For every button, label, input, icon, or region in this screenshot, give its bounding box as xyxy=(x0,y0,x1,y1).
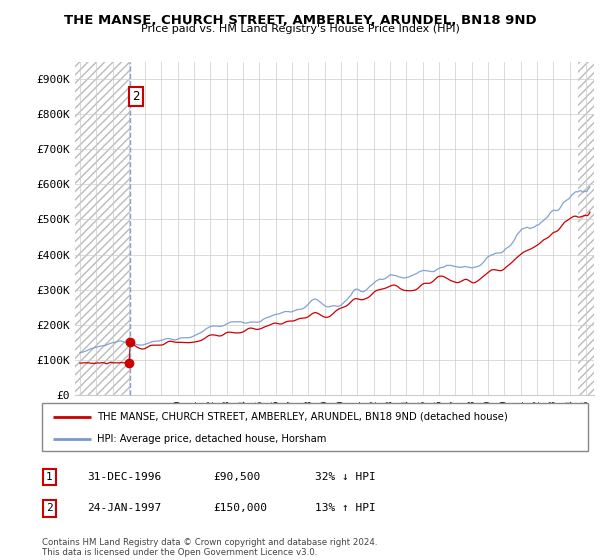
Text: 32% ↓ HPI: 32% ↓ HPI xyxy=(315,472,376,482)
Text: 13% ↑ HPI: 13% ↑ HPI xyxy=(315,503,376,514)
Text: THE MANSE, CHURCH STREET, AMBERLEY, ARUNDEL, BN18 9ND (detached house): THE MANSE, CHURCH STREET, AMBERLEY, ARUN… xyxy=(97,412,508,422)
Bar xyxy=(75,62,130,395)
Text: 24-JAN-1997: 24-JAN-1997 xyxy=(87,503,161,514)
Text: HPI: Average price, detached house, Horsham: HPI: Average price, detached house, Hors… xyxy=(97,434,326,444)
Bar xyxy=(578,62,594,395)
Bar xyxy=(75,62,130,395)
Text: THE MANSE, CHURCH STREET, AMBERLEY, ARUNDEL, BN18 9ND: THE MANSE, CHURCH STREET, AMBERLEY, ARUN… xyxy=(64,14,536,27)
Text: 31-DEC-1996: 31-DEC-1996 xyxy=(87,472,161,482)
Text: 2: 2 xyxy=(133,90,140,102)
Bar xyxy=(578,62,594,395)
Text: £90,500: £90,500 xyxy=(213,472,260,482)
Text: 2: 2 xyxy=(46,503,53,514)
Text: £150,000: £150,000 xyxy=(213,503,267,514)
Text: 1: 1 xyxy=(46,472,53,482)
Text: Contains HM Land Registry data © Crown copyright and database right 2024.
This d: Contains HM Land Registry data © Crown c… xyxy=(42,538,377,557)
Text: Price paid vs. HM Land Registry's House Price Index (HPI): Price paid vs. HM Land Registry's House … xyxy=(140,24,460,34)
